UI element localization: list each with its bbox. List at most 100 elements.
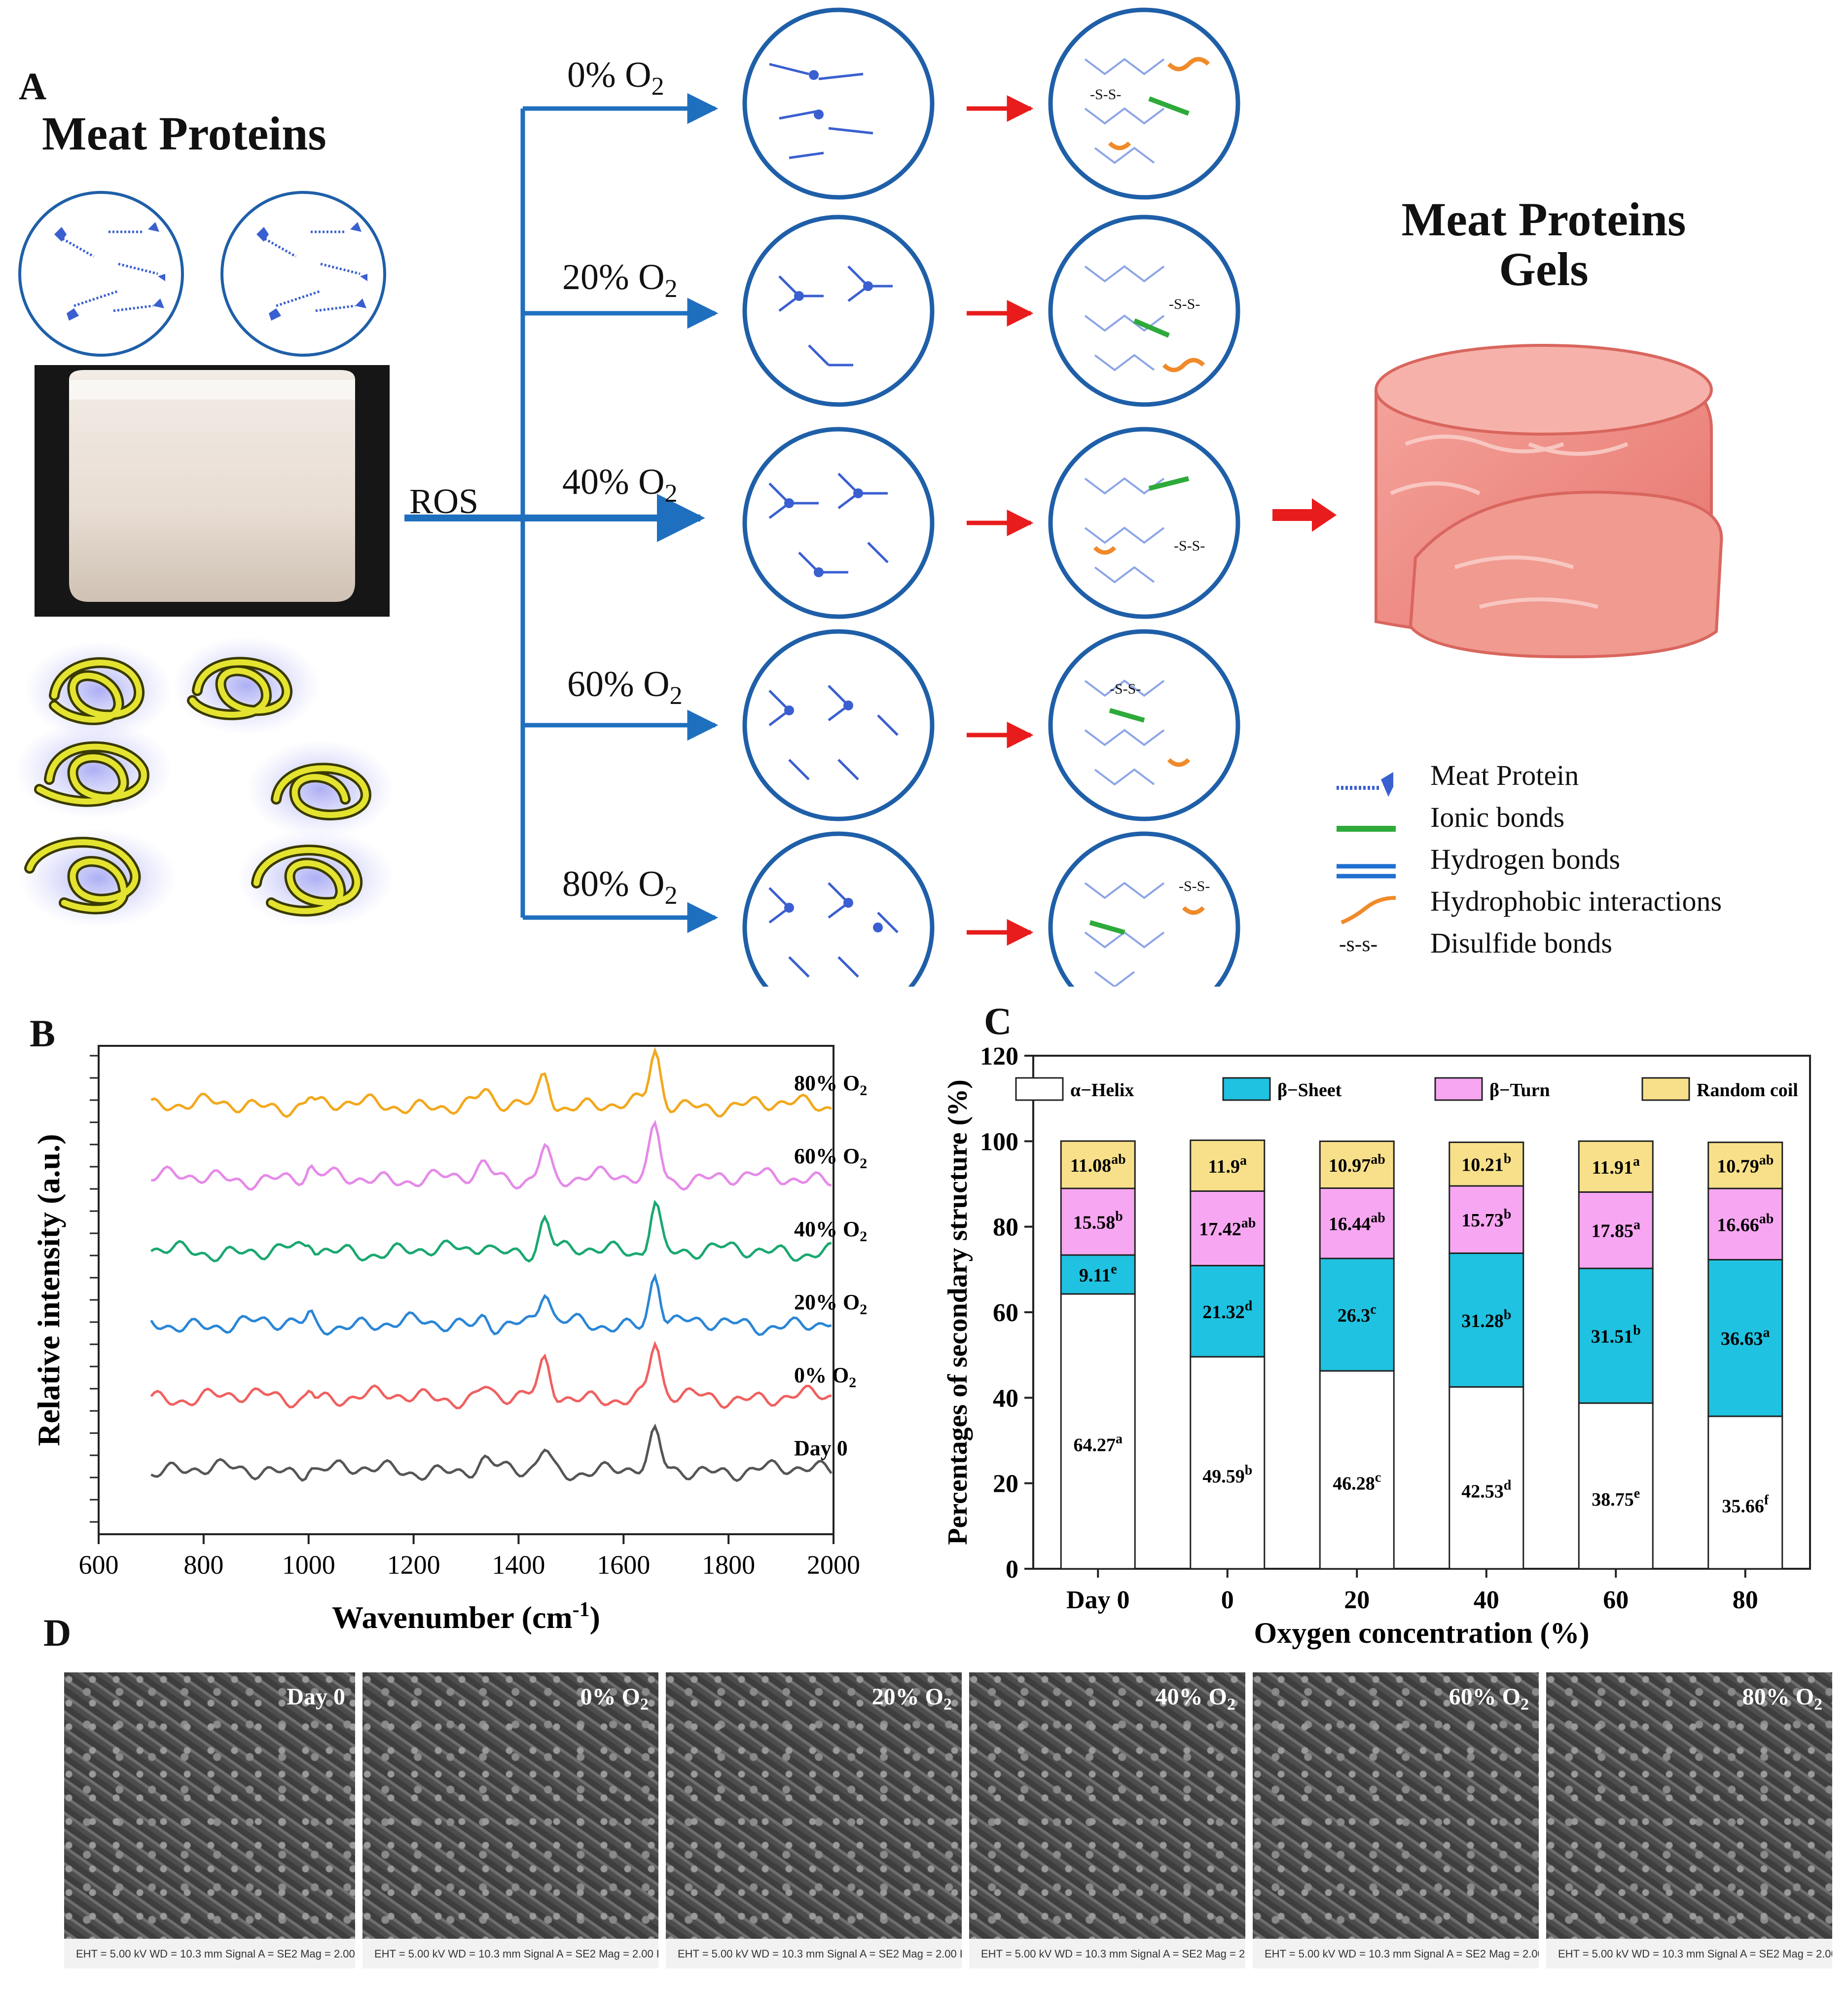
meat-proteins-title: Meat Proteins: [42, 107, 326, 160]
double-blue-line-icon: [1337, 864, 1396, 879]
stacked-bar-segment: [1060, 1140, 1136, 1189]
condition-label-0: 0% O2: [567, 55, 664, 101]
x-tick-label-b: 800: [183, 1550, 223, 1580]
sem-image-20: 20% O2 EHT = 5.00 kV WD = 10.3 mm Signal…: [666, 1672, 962, 1968]
legend-swatch-c: [1641, 1077, 1690, 1101]
raman-spectra-chart: 600 800 1000 1200 1400 1600 1800 2000 Wavenumber…: [31, 1045, 867, 1635]
stacked-bar-segment: [1578, 1191, 1654, 1269]
orange-curve-icon: [1341, 896, 1396, 924]
meat-gel-illustration: [1375, 344, 1723, 659]
bar-value-label: 42.53d: [1461, 1478, 1512, 1502]
bar-value-label: 31.51b: [1591, 1323, 1641, 1347]
disulfide-symbol: -s-s-: [1339, 932, 1378, 956]
y-tick-label-c: 100: [980, 1128, 1018, 1156]
stacked-bar-segment: [1319, 1370, 1395, 1570]
x-tick-label-b: 1600: [597, 1550, 650, 1580]
sem-meta-40: EHT = 5.00 kV WD = 10.3 mm Signal A = SE…: [981, 1948, 1245, 1960]
sem-image-80: 80% O2 EHT = 5.00 kV WD = 10.3 mm Signal…: [1546, 1672, 1832, 1968]
x-axis-label-b: Wavenumber (cm-1): [332, 1598, 600, 1635]
protein-circle-right: [220, 191, 386, 357]
y-tick-label-c: 20: [993, 1470, 1018, 1498]
x-axis-label-c: Oxygen concentration (%): [1254, 1617, 1590, 1649]
spectrum-line: [151, 1119, 832, 1191]
sem-image-day0: Day 0 EHT = 5.00 kV WD = 10.3 mm Signal …: [64, 1672, 355, 1968]
stacked-bar-segment: [1190, 1264, 1266, 1358]
protein-coils-illustration: [15, 636, 395, 927]
x-tick-label-b: 1000: [282, 1550, 335, 1580]
bar-value-label: 21.32d: [1202, 1298, 1253, 1323]
protein-icon: [1337, 772, 1393, 797]
x-tick-label-c: Day 0: [1066, 1586, 1130, 1614]
sem-label-40: 40% O2: [1155, 1684, 1235, 1714]
y-axis-label-c: Percentages of secondary structure (%): [942, 1079, 973, 1545]
spectrum-line: [150, 1273, 832, 1336]
ss-mark-60: -S-S-: [1110, 681, 1141, 697]
spectrum-label: 0% O2: [794, 1363, 856, 1391]
legend-swatch-c: [1434, 1077, 1483, 1101]
legend-label-hydrogen: Hydrogen bonds: [1430, 843, 1621, 875]
bar-value-label: 38.75e: [1592, 1486, 1640, 1510]
sem-image-60: 60% O2 EHT = 5.00 kV WD = 10.3 mm Signal…: [1253, 1672, 1539, 1968]
stacked-bar-segment: [1319, 1187, 1395, 1259]
sem-label-0: 0% O2: [580, 1684, 649, 1714]
condition-circles-initial: [742, 7, 935, 987]
legend-icons: [1337, 772, 1396, 924]
sem-meta-day0: EHT = 5.00 kV WD = 10.3 mm Signal A = SE…: [76, 1948, 355, 1960]
stacked-bar-segment: [1449, 1252, 1524, 1388]
sem-label-day0: Day 0: [287, 1684, 345, 1710]
legend-swatch-c: [1015, 1077, 1064, 1101]
sem-meta-60: EHT = 5.00 kV WD = 10.3 mm Signal A = SE…: [1265, 1948, 1539, 1960]
stacked-bar-segment: [1060, 1187, 1136, 1256]
sem-meta-0: EHT = 5.00 kV WD = 10.3 mm Signal A = SE…: [374, 1948, 658, 1960]
sem-meta-80: EHT = 5.00 kV WD = 10.3 mm Signal A = SE…: [1558, 1948, 1832, 1960]
sem-image-0: 0% O2 EHT = 5.00 kV WD = 10.3 mm Signal …: [362, 1672, 658, 1968]
x-tick-label-b: 600: [79, 1550, 119, 1580]
x-tick-label-c: 20: [1344, 1586, 1370, 1614]
sem-label-80: 80% O2: [1742, 1684, 1822, 1714]
legend-label-disulfide: Disulfide bonds: [1430, 927, 1612, 959]
legend-label-c: α−Helix: [1070, 1080, 1134, 1101]
stacked-bar-segment: [1449, 1142, 1524, 1187]
legend-label-c: β−Turn: [1489, 1080, 1550, 1101]
x-tick-label-b: 1200: [387, 1550, 440, 1580]
meat-gels-title: Meat Proteins Gels: [1401, 193, 1686, 296]
sem-label-20: 20% O2: [871, 1684, 952, 1714]
panel-a-letter: A: [19, 65, 47, 108]
red-arrows: [967, 95, 1034, 946]
condition-label-80: 80% O2: [562, 864, 678, 910]
protein-circle-left: [18, 191, 184, 357]
bar-value-label: 17.85a: [1592, 1218, 1641, 1242]
ros-branch-arrows: [404, 93, 719, 933]
stacked-bar-segment: [1707, 1415, 1783, 1570]
bar-value-label: 35.66f: [1722, 1492, 1769, 1516]
bar-value-label: 9.11e: [1079, 1262, 1117, 1286]
stacked-bar-segment: [1707, 1142, 1783, 1189]
x-tick-label-c: 60: [1603, 1586, 1629, 1614]
bar-value-label: 31.28b: [1461, 1307, 1511, 1331]
legend-label-c: β−Sheet: [1277, 1080, 1342, 1101]
spectrum-label: 20% O2: [794, 1290, 867, 1318]
bar-value-label: 11.91a: [1592, 1154, 1640, 1178]
ros-label: ROS: [409, 481, 479, 521]
spectrum-line: [150, 1199, 832, 1263]
plot-frame-c: [1032, 1055, 1811, 1570]
condition-label-40: 40% O2: [562, 462, 678, 508]
condition-label-20: 20% O2: [562, 257, 678, 303]
bar-value-label: 64.27a: [1074, 1431, 1123, 1455]
stacked-bar-segment: [1707, 1258, 1783, 1417]
bar-value-label: 10.21b: [1461, 1151, 1511, 1176]
x-tick-label-b: 2000: [807, 1550, 860, 1580]
panel-a-diagram: [15, 7, 1723, 987]
spectrum-label: 80% O2: [794, 1071, 867, 1099]
gel-arrow: [1272, 498, 1337, 532]
plot-frame-b: [98, 1045, 834, 1535]
y-tick-label-c: 80: [993, 1214, 1018, 1242]
spectrum-line: [150, 1423, 833, 1482]
protein-solution-photo: [35, 365, 390, 617]
panel-d-letter: D: [43, 1611, 72, 1654]
bar-value-label: 15.73b: [1461, 1207, 1511, 1231]
spectrum-line: [150, 1340, 832, 1409]
legend-label-ionic: Ionic bonds: [1430, 801, 1565, 833]
legend-label-hydrophobic: Hydrophobic interactions: [1430, 885, 1722, 917]
